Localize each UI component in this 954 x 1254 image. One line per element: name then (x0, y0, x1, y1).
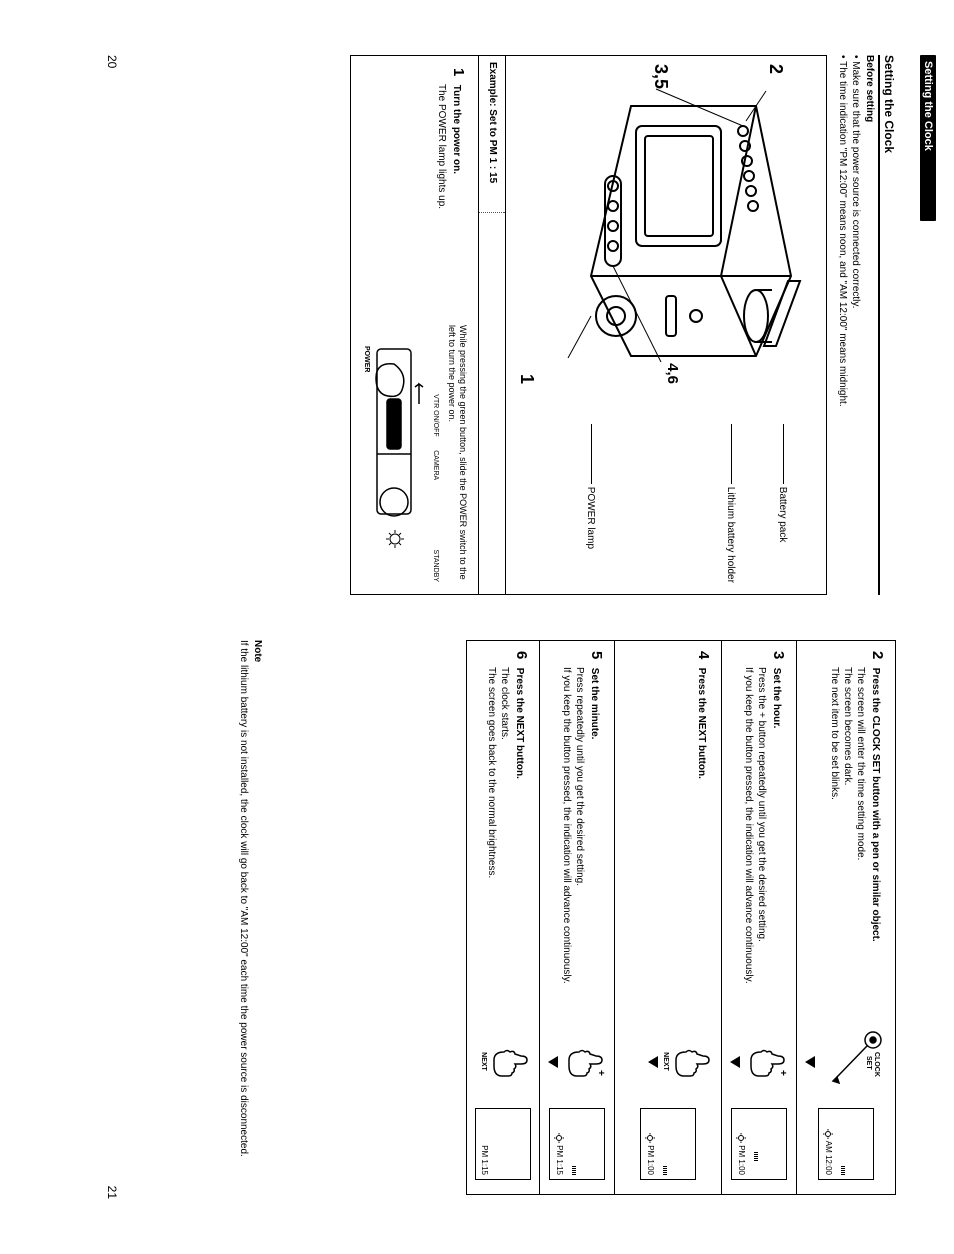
screen-step3: PM 1:00 (731, 1108, 787, 1180)
screen-step6: PM 1:15 (475, 1108, 531, 1180)
arrow-down-icon (548, 1056, 558, 1068)
screen6-text: PM 1:15 (480, 1145, 489, 1175)
example-label: Example: Set to PM 1 : 15 (480, 56, 506, 213)
label-battery-pack: Battery pack (778, 487, 789, 543)
example-row: Example: Set to PM 1 : 15 (479, 55, 506, 595)
svg-text:SET: SET (865, 1056, 872, 1070)
svg-text:CLOCK: CLOCK (873, 1052, 880, 1077)
screen3-text: PM 1:00 (737, 1145, 745, 1175)
left-column: Before setting • Make sure that the powe… (350, 55, 876, 595)
page-number-right: 21 (105, 1186, 119, 1199)
before-setting: Before setting • Make sure that the powe… (836, 55, 877, 595)
step4-num: 4 (694, 651, 714, 665)
screen4-text: PM 1:00 (646, 1145, 654, 1175)
step1-number: 1 (448, 68, 468, 82)
step1-box: 1 Turn the power on. The POWER lamp ligh… (350, 55, 478, 595)
device-diagram: 2 3,5 1 4,6 Battery pack Lithium battery… (506, 55, 828, 595)
next-label: NEXT (662, 1019, 669, 1104)
screen-step4: PM 1:00 (640, 1108, 696, 1180)
step6-line1: The clock starts. (500, 667, 511, 740)
step4-cell: 4 Press the NEXT button. NEXT (614, 640, 722, 1195)
step1-title: Turn the power on. (452, 85, 463, 174)
step2-num: 2 (868, 651, 888, 665)
clockset-icon: CLOCK SET (823, 1022, 887, 1102)
next-label: NEXT (480, 1019, 487, 1104)
switch-labels: VTR ON/OFF CAMERA STANDBY (431, 325, 439, 582)
before-bullet2: • The time indication "PM 12:00" means n… (837, 55, 848, 407)
step1-hint: While pressing the green button, slide t… (445, 325, 468, 582)
hand-press-next-icon (491, 1042, 531, 1082)
step6-cell: 6 Press the NEXT button. The clock start… (466, 640, 540, 1195)
step6-num: 6 (512, 651, 532, 665)
note-text: If the lithium battery is not installed,… (239, 640, 250, 1157)
screen-step2: AM 12:00 (818, 1108, 874, 1180)
step1-desc: The POWER lamp lights up. (435, 84, 449, 209)
page-number-left: 20 (105, 55, 119, 68)
before-heading: Before setting (864, 55, 875, 122)
step5-title: Set the minute. (589, 668, 600, 740)
step4-title: Press the NEXT button. (696, 668, 707, 779)
step3-cell: 3 Set the hour. Press the + button repea… (721, 640, 797, 1195)
note-heading: Note (252, 640, 263, 662)
arrow-down-icon (805, 1056, 815, 1068)
svg-text:POWER: POWER (363, 346, 370, 372)
step2-line2: The screen becomes dark. (843, 667, 854, 785)
right-column: 2 Press the CLOCK SET button with a pen … (467, 640, 896, 1195)
step5-cell: 5 Set the minute. Press repeatedly until… (539, 640, 615, 1195)
step5-num: 5 (587, 651, 607, 665)
screen5-text: PM 1:15 (555, 1145, 563, 1175)
arrow-down-icon (648, 1056, 658, 1068)
step5-line1: Press repeatedly until you get the desir… (575, 667, 586, 886)
screen2-text: AM 12:00 (824, 1141, 832, 1175)
hand-press-next-icon (673, 1042, 713, 1082)
camcorder-illustration (557, 66, 817, 396)
callout-1: 1 (517, 374, 538, 384)
note-block: Note If the lithium battery is not insta… (237, 640, 264, 1195)
step5-line2: If you keep the button pressed, the indi… (562, 667, 573, 984)
svg-text:+: + (777, 1070, 788, 1076)
arrow-down-icon (730, 1056, 740, 1068)
header-bar: Setting the Clock (920, 55, 936, 221)
hand-press-plus-icon: + (748, 1042, 788, 1082)
power-switch-illustration: POWER (361, 344, 431, 564)
step3-title: Set the hour. (771, 668, 782, 729)
before-bullet1: • Make sure that the power source is con… (851, 55, 862, 308)
section-title: Setting the Clock (878, 55, 896, 595)
step3-num: 3 (769, 651, 789, 665)
step6-title: Press the NEXT button. (514, 668, 525, 779)
step3-line1: Press the + button repeatedly until you … (757, 667, 768, 942)
label-lithium: Lithium battery holder (726, 487, 737, 583)
step2-cell: 2 Press the CLOCK SET button with a pen … (796, 640, 896, 1195)
screen-step5: PM 1:15 (549, 1108, 605, 1180)
step3-line2: If you keep the button pressed, the indi… (744, 667, 755, 984)
step2-line1: The screen will enter the time setting m… (856, 667, 867, 860)
sun-icon (823, 1129, 833, 1139)
label-power-lamp: POWER lamp (586, 487, 597, 549)
svg-text:+: + (595, 1070, 606, 1076)
step2-line3: The next item to be set blinks. (830, 667, 841, 800)
step2-title: Press the CLOCK SET button with a pen or… (870, 668, 881, 942)
step6-line2: The screen goes back to the normal brigh… (487, 667, 498, 878)
hand-press-plus-icon: + (566, 1042, 606, 1082)
